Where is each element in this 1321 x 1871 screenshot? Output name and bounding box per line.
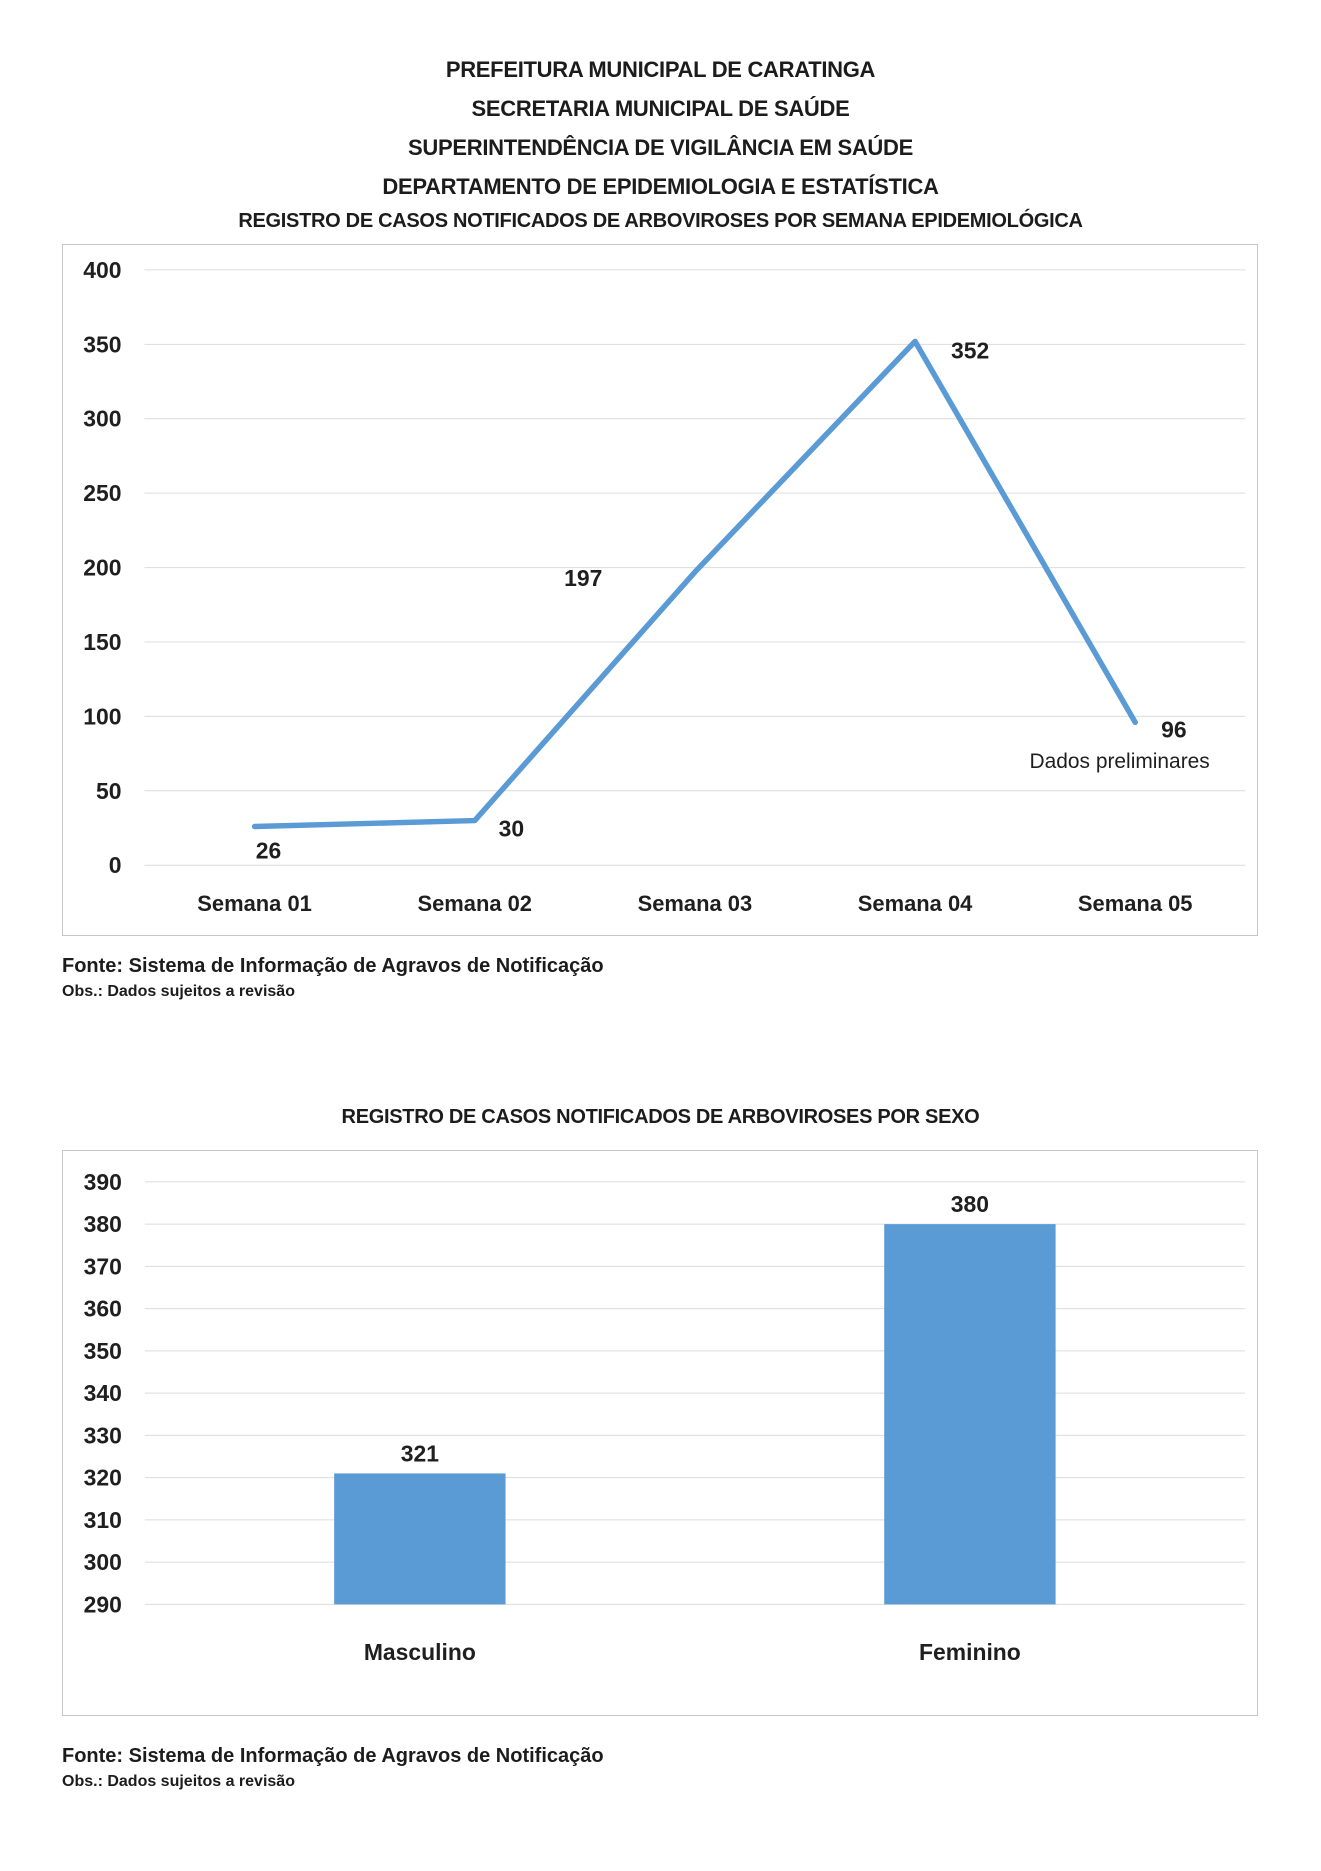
bar-chart-frame: 390 380 370 360 350 340 330 320 310 300 290 321 380 M… [62,1150,1258,1716]
svg-text:350: 350 [83,331,121,357]
source-text: Fonte: Sistema de Informação de Agravos … [62,1745,604,1767]
svg-text:350: 350 [84,1338,122,1364]
source-text: Fonte: Sistema de Informação de Agravos … [62,955,604,977]
svg-text:Semana 01: Semana 01 [197,891,312,916]
svg-text:Dados preliminares: Dados preliminares [1030,750,1210,773]
header-line-4: DEPARTAMENTO DE EPIDEMIOLOGIA E ESTATÍST… [382,174,939,199]
svg-text:380: 380 [951,1191,989,1217]
header-line-1: PREFEITURA MUNICIPAL DE CARATINGA [445,57,876,82]
line-chart-svg: 400 350 300 250 200 150 100 50 0 26 30 197 352 96 Dado… [83,257,1246,916]
bar-chart-svg: 390 380 370 360 350 340 330 320 310 300 290 321 380 M… [84,1169,1245,1665]
svg-text:330: 330 [84,1422,122,1448]
svg-text:Masculino: Masculino [364,1639,476,1665]
svg-text:360: 360 [84,1296,122,1322]
bar-chart-title: REGISTRO DE CASOS NOTIFICADOS DE ARBOVIR… [341,1106,980,1128]
svg-text:0: 0 [109,852,122,878]
svg-text:300: 300 [83,406,121,432]
line-chart-title: REGISTRO DE CASOS NOTIFICADOS DE ARBOVIR… [238,210,1083,232]
svg-text:Semana 05: Semana 05 [1078,891,1193,916]
svg-text:150: 150 [83,629,121,655]
svg-text:50: 50 [96,778,122,804]
svg-text:370: 370 [84,1253,122,1279]
svg-text:250: 250 [83,480,121,506]
svg-text:200: 200 [83,555,121,581]
svg-text:30: 30 [499,816,525,842]
svg-text:380: 380 [84,1211,122,1237]
svg-text:26: 26 [256,837,281,863]
obs-text: Obs.: Dados sujeitos a revisão [62,983,295,1000]
footnote-block-1: Fonte: Sistema de Informação de Agravos … [62,952,604,1004]
svg-text:340: 340 [84,1380,122,1406]
svg-text:320: 320 [84,1465,122,1491]
document-header: PREFEITURA MUNICIPAL DE CARATINGA SECRET… [0,50,1321,206]
svg-text:Semana 03: Semana 03 [638,891,753,916]
svg-text:352: 352 [951,337,989,363]
svg-text:390: 390 [84,1169,122,1195]
header-line-3: SUPERINTENDÊNCIA DE VIGILÂNCIA EM SAÚDE [408,135,913,160]
svg-text:290: 290 [84,1591,122,1617]
svg-text:400: 400 [83,257,121,283]
svg-text:321: 321 [401,1440,439,1466]
svg-text:Feminino: Feminino [919,1639,1021,1665]
svg-text:Semana 04: Semana 04 [858,891,973,916]
svg-text:96: 96 [1161,716,1187,742]
header-line-2: SECRETARIA MUNICIPAL DE SAÚDE [471,96,850,121]
line-chart-frame: 400 350 300 250 200 150 100 50 0 26 30 197 352 96 Dado… [62,244,1258,936]
obs-text: Obs.: Dados sujeitos a revisão [62,1773,295,1790]
svg-text:100: 100 [83,703,121,729]
svg-text:300: 300 [84,1549,122,1575]
svg-text:310: 310 [84,1507,122,1533]
footnote-block-2: Fonte: Sistema de Informação de Agravos … [62,1742,604,1794]
svg-text:197: 197 [564,565,602,591]
svg-text:Semana 02: Semana 02 [417,891,532,916]
